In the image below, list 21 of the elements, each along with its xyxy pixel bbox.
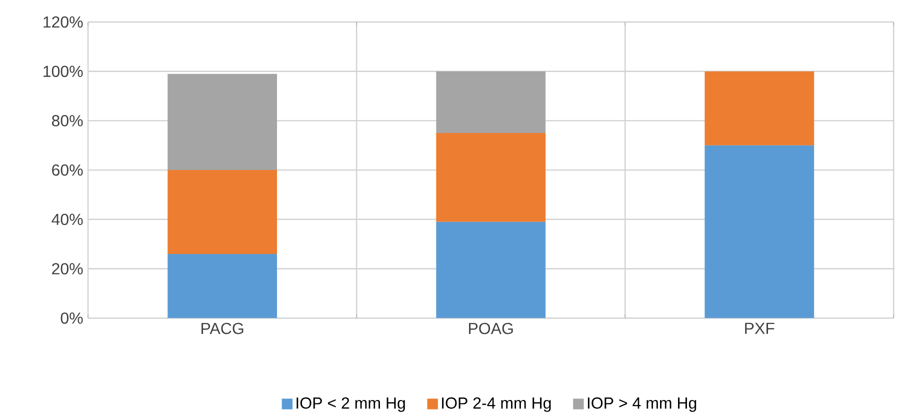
- y-tick-label: 60%: [52, 164, 83, 176]
- y-tick-label: 0%: [60, 312, 83, 324]
- bar: [168, 254, 277, 318]
- bar: [436, 132, 546, 222]
- y-tick-label: 80%: [52, 114, 83, 126]
- bar: [704, 71, 814, 146]
- legend-label: IOP 2-4 mm Hg: [442, 397, 551, 412]
- y-tick-label: 20%: [52, 263, 83, 274]
- y-tick-label: 120%: [44, 16, 83, 28]
- bar: [704, 145, 814, 318]
- legend-label: IOP > 4 mm Hg: [588, 397, 696, 412]
- legend-label: IOP < 2 mm Hg: [296, 397, 405, 412]
- y-tick-label: 40%: [52, 214, 83, 225]
- x-tick-label: PXF: [745, 322, 774, 334]
- bar: [168, 170, 277, 254]
- x-tick-label: POAG: [469, 322, 513, 334]
- bar: [436, 222, 546, 318]
- x-tick-label: PACG: [202, 322, 244, 334]
- bar: [168, 74, 277, 170]
- y-tick-label: 100%: [44, 66, 83, 77]
- bar: [436, 71, 546, 133]
